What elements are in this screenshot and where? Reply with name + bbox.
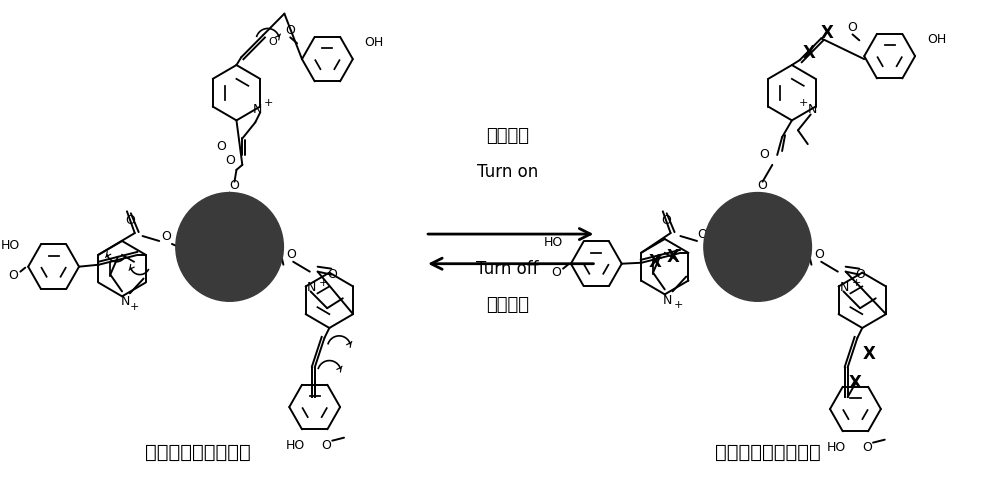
Text: O: O — [9, 268, 18, 281]
Text: N: N — [307, 280, 316, 293]
Text: X: X — [649, 252, 662, 270]
Text: OH: OH — [365, 36, 384, 48]
Text: O: O — [697, 227, 707, 240]
Text: 粘度下降: 粘度下降 — [486, 295, 529, 313]
Text: N: N — [840, 280, 849, 293]
Text: X: X — [803, 44, 816, 62]
Text: O: O — [226, 154, 236, 167]
Text: Turn off: Turn off — [476, 260, 539, 277]
Text: 粘度上升: 粘度上升 — [486, 127, 529, 144]
Text: +: + — [674, 300, 683, 310]
Text: O: O — [230, 179, 239, 192]
Text: X: X — [821, 24, 834, 42]
Text: O: O — [285, 24, 295, 37]
Text: O: O — [760, 147, 769, 160]
Text: +: + — [263, 97, 273, 108]
Text: +: + — [319, 277, 328, 287]
Text: O: O — [758, 179, 767, 192]
Text: X: X — [863, 344, 876, 362]
Text: X: X — [849, 373, 862, 392]
Text: HO: HO — [826, 440, 846, 453]
Text: Turn on: Turn on — [477, 162, 538, 180]
Text: +: + — [130, 301, 139, 312]
Text: 旋转受限，强烈发光: 旋转受限，强烈发光 — [715, 442, 820, 461]
Text: O: O — [551, 265, 561, 278]
Text: X: X — [666, 247, 679, 265]
Text: +: + — [851, 277, 861, 287]
Text: N: N — [253, 103, 262, 116]
Text: O: O — [286, 248, 296, 261]
Text: N: N — [808, 103, 817, 116]
Ellipse shape — [704, 193, 811, 301]
Text: O: O — [161, 229, 171, 242]
Text: O: O — [268, 37, 277, 47]
Text: O: O — [321, 438, 331, 451]
Text: N: N — [120, 294, 130, 307]
Text: HO: HO — [1, 239, 20, 252]
Text: O: O — [848, 21, 857, 34]
Text: N: N — [663, 293, 672, 306]
Text: O: O — [125, 213, 135, 226]
Text: HO: HO — [544, 236, 563, 249]
Text: O: O — [661, 213, 671, 226]
Ellipse shape — [176, 193, 283, 301]
Text: O: O — [855, 267, 865, 280]
Text: O: O — [216, 139, 226, 152]
Text: O: O — [862, 440, 872, 453]
Text: O: O — [814, 248, 824, 261]
Text: HO: HO — [286, 438, 305, 451]
Text: 自由旋转，微弱发光: 自由旋转，微弱发光 — [145, 442, 251, 461]
Text: +: + — [799, 97, 809, 108]
Text: O: O — [327, 267, 337, 280]
Text: OH: OH — [927, 33, 946, 46]
